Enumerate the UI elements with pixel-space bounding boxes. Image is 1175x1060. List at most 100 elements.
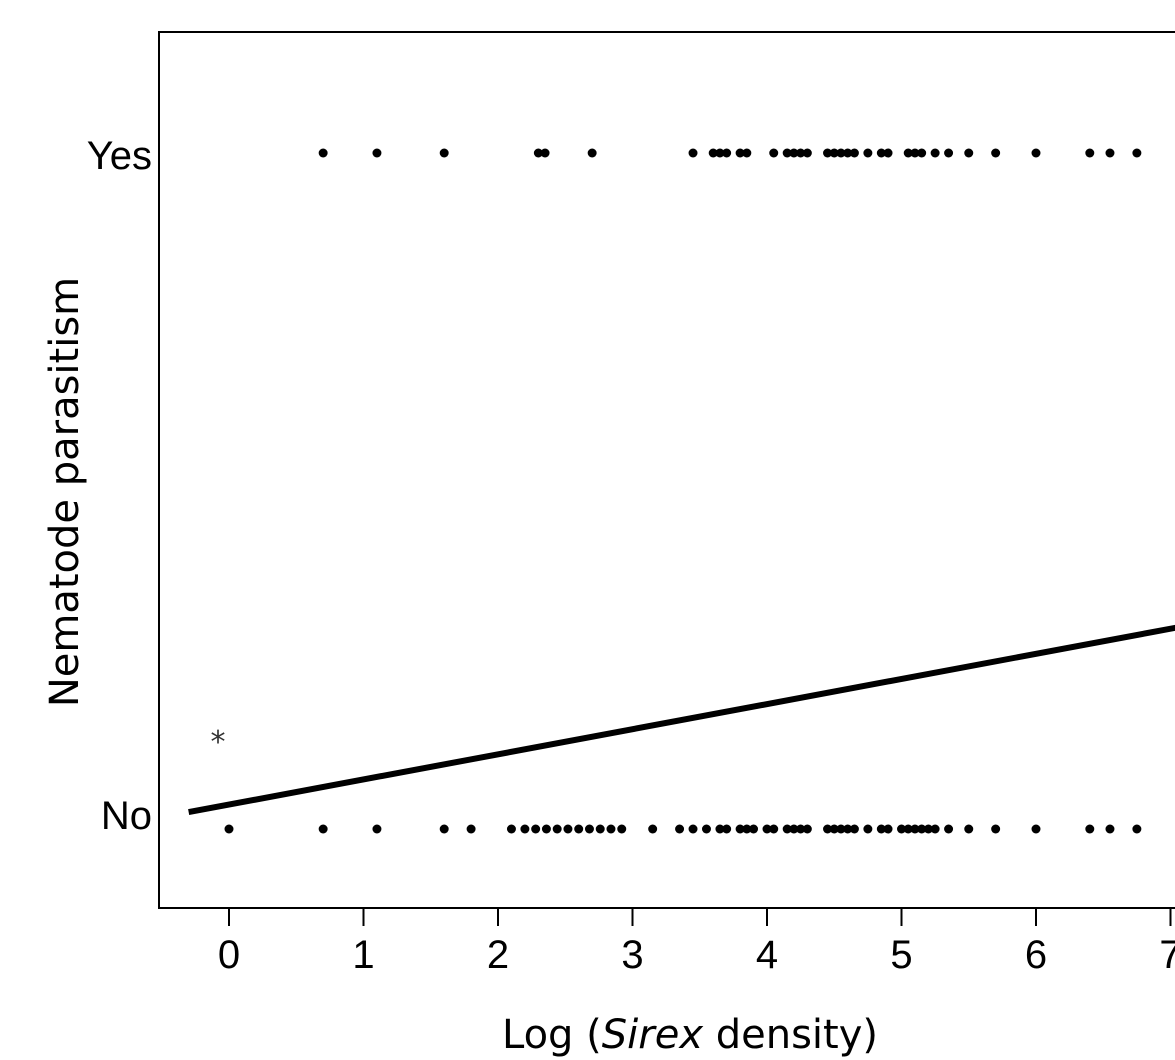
data-point-no-41: [910, 824, 920, 834]
data-point-no-43: [923, 824, 933, 834]
data-point-yes-5: [587, 148, 597, 158]
x-tick-label-6: 6: [1025, 933, 1047, 977]
x-axis-title-prefix: Log (: [502, 1012, 602, 1058]
data-point-yes-27: [917, 148, 927, 158]
data-point-yes-21: [849, 148, 859, 158]
data-point-no-21: [722, 824, 732, 834]
data-point-no-35: [849, 824, 859, 834]
data-point-yes-8: [715, 148, 725, 158]
data-point-yes-22: [863, 148, 873, 158]
data-point-no-50: [1105, 824, 1115, 834]
data-point-no-12: [584, 824, 594, 834]
data-point-no-7: [531, 824, 541, 834]
asterisk-annotation: *: [211, 725, 226, 760]
data-point-no-3: [439, 824, 449, 834]
x-tick-label-1: 1: [352, 933, 374, 977]
data-point-yes-16: [802, 148, 812, 158]
data-point-no-39: [897, 824, 906, 834]
data-point-no-11: [574, 824, 584, 834]
data-point-no-10: [563, 824, 573, 834]
data-point-yes-24: [883, 148, 893, 158]
x-axis-ticks: 0 1 2 3 4 5 6 7: [218, 908, 1175, 977]
data-point-yes-25: [903, 148, 913, 158]
data-point-yes-15: [796, 148, 806, 158]
data-point-yes-35: [1132, 148, 1142, 158]
data-point-no-14: [606, 824, 616, 834]
data-point-no-18: [688, 824, 698, 834]
data-point-no-32: [829, 824, 839, 834]
data-point-no-37: [876, 824, 886, 834]
data-point-no-49: [1085, 824, 1095, 834]
data-point-yes-29: [944, 148, 954, 158]
data-point-no-30: [802, 824, 812, 834]
data-point-yes-30: [964, 148, 974, 158]
x-axis-title-suffix: density): [703, 1012, 878, 1058]
data-point-no-46: [964, 824, 974, 834]
data-point-yes-3: [533, 148, 543, 158]
data-point-no-47: [991, 824, 1001, 834]
data-point-no-25: [762, 824, 772, 834]
data-point-yes-4: [540, 148, 550, 158]
data-point-no-9: [552, 824, 562, 834]
data-point-no-28: [789, 824, 799, 834]
data-point-yes-12: [769, 148, 779, 158]
y-category-label-no: No: [101, 794, 152, 838]
data-point-yes-17: [823, 148, 833, 158]
data-point-no-45: [944, 824, 954, 834]
data-point-no-2: [372, 824, 382, 834]
data-point-no-1: [318, 824, 328, 834]
data-point-yes-0: [318, 148, 328, 158]
data-point-no-38: [883, 824, 893, 834]
y-axis-title: Nematode parasitism: [42, 277, 88, 707]
data-point-yes-9: [722, 148, 732, 158]
data-point-no-20: [715, 824, 725, 834]
data-point-no-48: [1031, 824, 1041, 834]
data-point-no-16: [648, 824, 658, 834]
data-point-yes-33: [1085, 148, 1095, 158]
x-tick-label-4: 4: [756, 933, 778, 977]
data-point-no-6: [520, 824, 530, 834]
data-point-no-8: [541, 824, 551, 834]
data-point-no-36: [863, 824, 873, 834]
plot-frame: [158, 31, 1175, 909]
data-point-no-31: [823, 824, 833, 834]
fit-line-group: [188, 624, 1175, 816]
data-point-no-4: [466, 824, 476, 834]
data-point-yes-23: [876, 148, 886, 158]
data-point-yes-20: [843, 148, 853, 158]
x-tick-label-5: 5: [890, 933, 912, 977]
data-point-yes-34: [1105, 148, 1115, 158]
x-axis-title-italic: Sirex: [602, 1012, 704, 1058]
x-tick-label-7: 7: [1159, 933, 1175, 977]
data-point-no-33: [836, 824, 846, 834]
x-tick-label-3: 3: [621, 933, 643, 977]
data-point-no-13: [595, 824, 605, 834]
data-point-no-5: [506, 824, 516, 834]
data-point-no-0: [224, 824, 234, 834]
data-point-no-26: [769, 824, 779, 834]
data-point-yes-14: [789, 148, 799, 158]
data-point-no-22: [735, 824, 745, 834]
data-point-yes-26: [910, 148, 920, 158]
data-point-no-44: [930, 824, 940, 834]
x-axis-title: Log (Sirex density): [502, 1012, 878, 1058]
x-tick-label-0: 0: [218, 933, 240, 977]
data-point-no-19: [701, 824, 711, 834]
data-point-yes-19: [836, 148, 846, 158]
data-point-no-40: [903, 824, 913, 834]
data-point-no-27: [782, 824, 792, 834]
data-point-yes-7: [708, 148, 718, 158]
data-point-yes-6: [688, 148, 698, 158]
data-point-no-29: [796, 824, 806, 834]
data-points: [224, 148, 1142, 834]
x-tick-label-2: 2: [487, 933, 509, 977]
data-point-no-24: [749, 824, 759, 834]
data-point-yes-18: [829, 148, 839, 158]
data-point-yes-2: [439, 148, 449, 158]
data-point-yes-31: [991, 148, 1001, 158]
data-point-yes-28: [930, 148, 940, 158]
y-category-label-yes: Yes: [87, 134, 152, 178]
data-point-yes-1: [372, 148, 382, 158]
data-point-no-17: [675, 824, 685, 834]
data-point-no-23: [742, 824, 752, 834]
